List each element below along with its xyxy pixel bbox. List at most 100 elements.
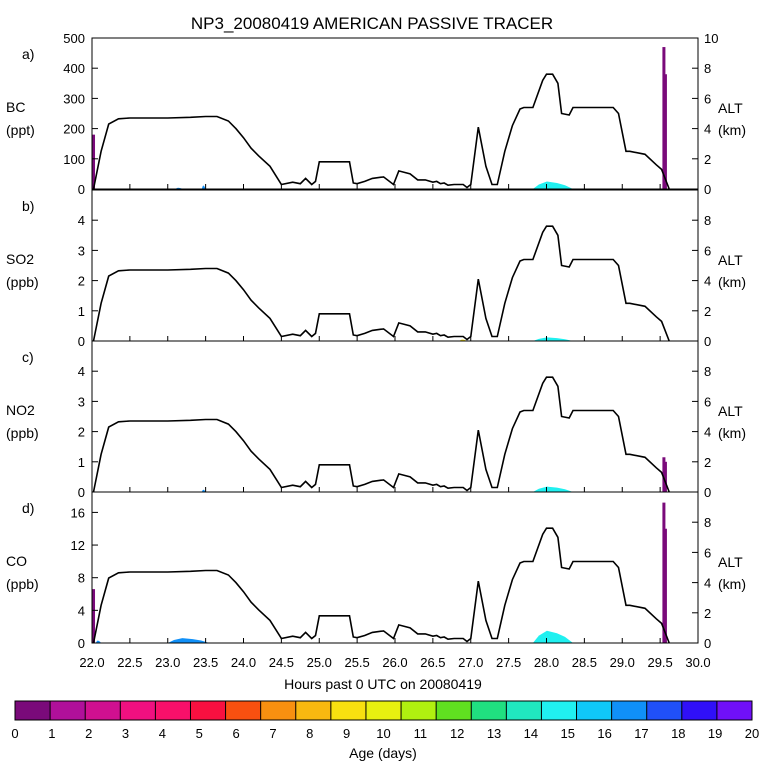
alt-tick-label: 8 [704,213,711,228]
colorbar-tick-label: 9 [343,726,350,741]
y-tick-label: 0 [78,636,85,651]
colorbar-tick-label: 15 [561,726,575,741]
alt-tick-label: 6 [704,243,711,258]
x-tick-label: 23.0 [155,655,180,670]
tracer-bar [663,461,667,492]
panel-co: 0 4 8 12 16 0 2 4 6 8 d) CO (ppb) ALT (km) [6,491,746,651]
colorbar-swatch [50,701,86,720]
colorbar-tick-label: 12 [450,726,464,741]
y-tick-label: 1 [78,304,85,319]
panel-tag: c) [22,349,34,365]
x-tick-label: 27.0 [458,655,483,670]
colorbar-tick-label: 10 [376,726,390,741]
colorbar-swatch [506,701,542,720]
alt-tick-label: 0 [704,485,711,500]
colorbar-tick-label: 3 [122,726,129,741]
panel-frame [91,37,699,190]
colorbar-tick-label: 0 [11,726,18,741]
panel-frame [91,340,699,493]
tracer-bar [92,589,96,643]
alt-label: ALT [718,554,743,570]
tracer-bar [662,457,666,492]
colorbar-tick-label: 18 [671,726,685,741]
tracer-area [532,337,574,341]
colorbar-swatch [436,701,472,720]
tracer-area [201,185,206,189]
altitude-line [92,73,670,190]
x-axis: 22.0 22.5 23.0 23.5 24.0 24.5 25.0 25.5 26.0 26.5… [79,655,710,670]
y-tick-label: 12 [71,538,85,553]
tracer-area [201,489,206,492]
alt-tick-label: 2 [704,455,711,470]
x-tick-label: 25.0 [307,655,332,670]
tracer-bar [92,134,96,189]
panel-tag: a) [22,46,34,62]
alt-label: ALT [718,252,743,268]
y-tick-label: 4 [78,213,85,228]
x-tick-label: 29.0 [610,655,635,670]
alt-tick-label: 4 [704,576,711,591]
colorbar-swatch [365,701,402,720]
colorbar-swatch [541,701,577,720]
colorbar-tick-label: 2 [85,726,92,741]
colorbar-tick-label: 4 [159,726,166,741]
alt-label: ALT [718,100,743,116]
alt-tick-label: 6 [704,91,711,106]
alt-tick-label: 2 [704,304,711,319]
y-tick-label: 100 [63,152,85,167]
colorbar-tick-label: 7 [269,726,276,741]
alt-tick-label: 0 [704,636,711,651]
altitude-line [92,376,670,493]
species-label: SO2 [6,251,34,267]
unit-label: (ppb) [6,576,39,592]
x-tick-label: 26.0 [382,655,407,670]
altitude-line [92,527,670,644]
unit-label: (ppb) [6,425,39,441]
alt-tick-label: 2 [704,152,711,167]
colorbar-frame [14,700,753,721]
panel-tag: d) [22,500,34,516]
x-tick-label: 28.0 [534,655,559,670]
tracer-area [95,640,102,643]
unit-label: (ppb) [6,274,39,290]
tracer-bar [662,47,666,190]
colorbar-tick-label: 11 [414,726,428,741]
tracer-bar [663,74,667,189]
x-tick-label: 29.5 [647,655,672,670]
x-tick-label: 30.0 [685,655,710,670]
alt-tick-label: 8 [704,364,711,379]
y-tick-label: 16 [71,505,85,520]
chart-title: NP3_20080419 AMERICAN PASSIVE TRACER [191,14,553,33]
x-tick-label: 24.0 [231,655,256,670]
colorbar-swatch [260,701,297,720]
alt-tick-label: 2 [704,606,711,621]
colorbar-tick-label: 6 [232,726,239,741]
colorbar-tick-label: 13 [487,726,501,741]
colorbar-tick-label: 20 [745,726,759,741]
colorbar-swatch [576,701,612,720]
colorbar-tick-label: 19 [708,726,722,741]
colorbar-tick-label: 14 [524,726,538,741]
colorbar-swatch [295,701,332,720]
y-tick-label: 4 [78,603,85,618]
colorbar-label: Age (days) [349,745,417,761]
colorbar-swatch [85,701,121,720]
colorbar-swatch [225,701,261,720]
colorbar-swatch [646,701,683,720]
species-label: CO [6,553,27,569]
colorbar: 0 1 2 3 4 5 6 7 8 9 10 11 12 13 14 15 16 17 18 19 20 [11,700,759,741]
colorbar-swatch [716,701,753,720]
y-tick-label: 4 [78,364,85,379]
panel-bc: 0 100 200 300 400 500 0 2 4 6 8 10 a) BC (ppt) ALT (km) [6,31,746,197]
x-axis-label: Hours past 0 UTC on 20080419 [284,676,482,692]
x-tick-label: 22.0 [79,655,104,670]
y-tick-label: 500 [63,31,85,46]
y-tick-label: 400 [63,61,85,76]
alt-tick-label: 0 [704,182,711,197]
panel-frame [91,189,699,342]
colorbar-tick-label: 8 [306,726,313,741]
colorbar-swatch [401,701,437,720]
species-label: NO2 [6,402,35,418]
panel-so2: 0 1 2 3 4 0 2 4 6 8 b) SO2 (ppb) ALT (km) [6,189,746,349]
